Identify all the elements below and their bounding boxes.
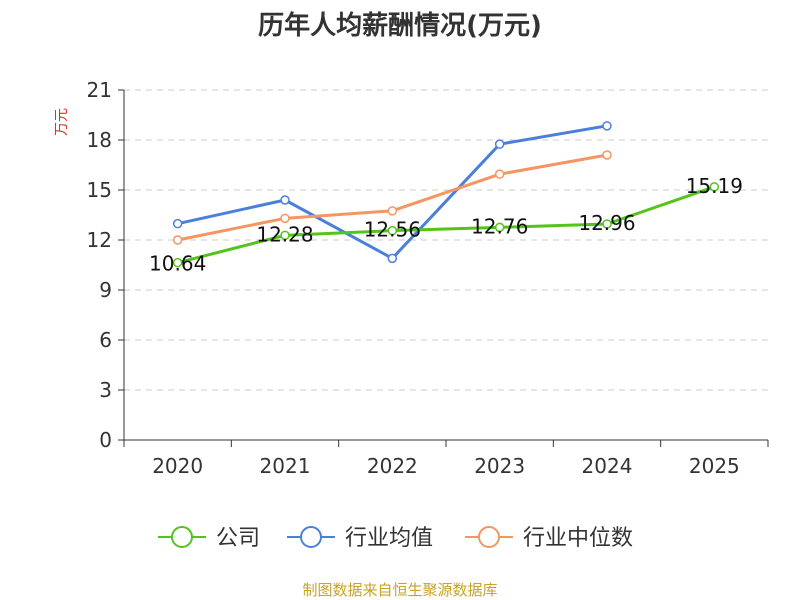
legend-item[interactable]: 行业均值 bbox=[287, 526, 433, 551]
legend-marker bbox=[171, 526, 193, 548]
legend-item[interactable]: 行业中位数 bbox=[465, 526, 633, 551]
data-point bbox=[387, 225, 398, 236]
legend-item[interactable]: 公司 bbox=[158, 526, 260, 551]
data-point bbox=[602, 219, 612, 229]
data-point bbox=[602, 150, 612, 160]
chart-title: 历年人均薪酬情况(万元) bbox=[258, 10, 542, 41]
y-tick-label: 15 bbox=[87, 178, 112, 202]
data-point bbox=[172, 257, 183, 268]
data-point bbox=[280, 230, 290, 241]
legend-marker bbox=[478, 526, 500, 548]
data-point bbox=[387, 253, 398, 264]
data-label: 10.64 bbox=[149, 252, 206, 276]
data-point bbox=[172, 218, 183, 229]
data-point bbox=[172, 235, 183, 245]
y-tick-label: 0 bbox=[99, 428, 112, 452]
x-tick-label: 2024 bbox=[582, 454, 633, 478]
data-label: 12.28 bbox=[256, 222, 313, 246]
data-point bbox=[387, 206, 398, 216]
series-layer bbox=[172, 121, 720, 268]
legend-label: 行业中位数 bbox=[523, 526, 633, 551]
data-point bbox=[494, 139, 505, 149]
legend-label: 行业均值 bbox=[345, 526, 433, 551]
axis-layer: 0 3 6 9 12 15 18 21 2020 2021 2022 2023 2024 2025 bbox=[87, 78, 769, 478]
x-tick-label: 2022 bbox=[367, 454, 418, 478]
data-label-layer: 10.64 12.28 12.56 12.76 12.96 15.19 bbox=[149, 174, 743, 276]
data-point bbox=[602, 121, 612, 131]
series-line-0 bbox=[176, 185, 716, 265]
legend-label: 公司 bbox=[216, 526, 260, 551]
y-axis-label: 万元 bbox=[54, 108, 70, 136]
data-point bbox=[280, 195, 290, 205]
data-label: 12.56 bbox=[364, 218, 421, 242]
y-tick-label: 12 bbox=[87, 228, 112, 252]
legend[interactable]: 公司 行业均值 行业中位数 bbox=[158, 526, 633, 551]
y-tick-label: 21 bbox=[87, 78, 112, 102]
data-point bbox=[709, 182, 720, 192]
x-tick-label: 2020 bbox=[152, 454, 203, 478]
y-tick-label: 18 bbox=[87, 128, 112, 152]
legend-marker bbox=[300, 526, 322, 548]
grid-layer bbox=[124, 89, 768, 391]
data-point bbox=[494, 169, 505, 179]
x-tick-label: 2023 bbox=[474, 454, 525, 478]
y-tick-label: 3 bbox=[99, 378, 112, 402]
y-tick-label: 9 bbox=[99, 278, 112, 302]
y-tick-label: 6 bbox=[99, 328, 112, 352]
data-point bbox=[280, 213, 290, 224]
data-label: 15.19 bbox=[686, 174, 743, 198]
x-tick-label: 2021 bbox=[260, 454, 311, 478]
data-label: 12.96 bbox=[578, 211, 635, 235]
source-note: 制图数据来自恒生聚源数据库 bbox=[302, 581, 497, 599]
data-point bbox=[494, 222, 505, 233]
x-tick-label: 2025 bbox=[689, 454, 740, 478]
data-label: 12.76 bbox=[471, 214, 528, 238]
